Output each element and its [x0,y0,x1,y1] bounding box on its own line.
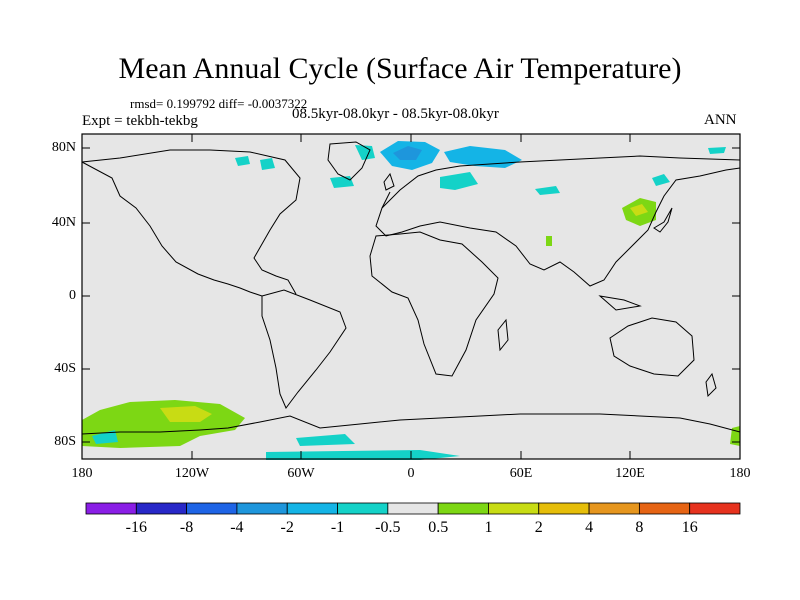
coast-antarctica [81,413,741,435]
lon-label-180w: 180 [71,466,93,481]
stats-text: rmsd= 0.199792 diff= -0.0037322 [130,96,308,111]
colorbar-label: -2 [280,519,294,536]
colorbar-label: -8 [179,519,194,536]
colorbar-label: 1 [484,519,493,536]
lat-label-40n: 40N [51,215,76,230]
colorbar-swatch [689,502,741,515]
coastlines [81,141,741,435]
anomaly-arctic-cold-core [393,146,422,160]
colorbar-swatch [135,502,188,515]
coast-japan [653,207,673,233]
lat-label-80n: 80N [51,140,76,155]
colorbar-label: 8 [635,519,644,536]
colorbar-swatch [588,502,640,515]
lon-label-60e: 60E [509,466,533,481]
anomaly-patches [82,141,740,460]
colorbar-swatch [337,502,389,515]
anomaly-persia [546,236,552,246]
colorbar-swatch [387,502,439,515]
colorbar-label: 0.5 [428,519,449,536]
anomaly-canada-2 [235,156,250,166]
colorbar-swatch [85,502,137,515]
colorbar-label: 16 [681,519,698,536]
colorbar-label: 4 [585,519,594,536]
lon-ticks [81,134,741,459]
lat-label-40s: 40S [54,361,76,376]
coast-indonesia [598,295,642,311]
colorbar-label: 2 [534,519,543,536]
anomaly-canada-1 [260,158,275,170]
lat-label-0: 0 [69,288,76,303]
colorbar-label: -0.5 [375,519,401,536]
season-label: ANN [704,112,737,128]
coast-australia [609,317,695,377]
colorbar-swatch [286,502,338,515]
page-title: Mean Annual Cycle (Surface Air Temperatu… [118,52,682,85]
anomaly-south-pacific-core [160,406,212,422]
lon-label-60w: 60W [287,466,315,481]
coast-uk [383,172,395,191]
coast-new-zealand [705,372,717,398]
coast-madagascar [497,318,509,352]
anomaly-greenland [355,145,375,160]
lon-label-0: 0 [407,466,415,481]
coast-south-america [261,289,347,409]
colorbar-swatch [236,502,288,515]
coast-north-america [81,149,301,295]
colorbar-swatch [638,502,691,515]
lon-label-120w: 120W [174,466,210,481]
coast-west-north-america [81,161,263,297]
anomaly-weddell [296,434,355,446]
colorbar-swatch [186,502,238,515]
coast-europe-north [381,155,741,209]
lat-ticks [82,147,740,443]
experiment-label: Expt = tekbh-tekbg [82,113,198,129]
anomaly-china-core [630,204,648,216]
colorbar-swatch [488,502,540,515]
anomaly-scandinavia [440,172,478,190]
coast-eurasia [375,167,741,287]
anomaly-labrador [330,176,354,188]
anomaly-pacific-cold [92,430,118,444]
coast-africa [369,231,499,377]
colorbar-label: -4 [230,519,244,536]
colorbar-label: -1 [330,519,345,536]
lon-label-120e: 120E [615,466,645,481]
anomaly-siberia [535,186,560,195]
coast-greenland [327,141,371,181]
colorbar-label: -16 [125,519,147,536]
anomaly-barents [444,146,522,168]
colorbar-swatch [538,502,590,515]
anomaly-kamchatka [652,174,670,186]
colorbar-swatch [437,502,489,515]
period-label: 08.5kyr-08.0kyr - 08.5kyr-08.0kyr [292,106,499,122]
lon-label-180e: 180 [729,466,751,481]
anomaly-east-arctic [708,147,726,154]
colorbar [85,502,741,515]
lat-label-80s: 80S [54,434,76,449]
